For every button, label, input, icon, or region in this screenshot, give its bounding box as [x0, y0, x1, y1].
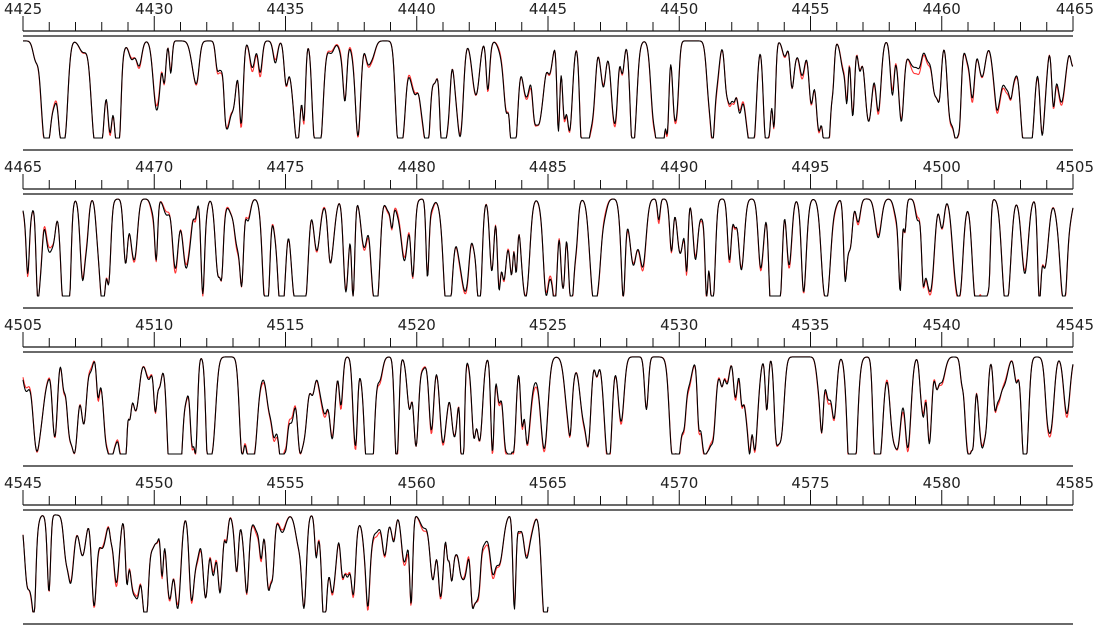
tick-label: 4505 [1056, 158, 1094, 176]
panel-1: 4425 4430 4435 4440 4445 4450 4455 4460 4465 [4, 0, 1094, 151]
tick-label: 4540 [923, 316, 961, 334]
tick-label: 4435 [266, 0, 304, 18]
tick-label: 4455 [791, 0, 829, 18]
tick-label: 4545 [4, 474, 42, 492]
tick-label: 4500 [923, 158, 961, 176]
tick-label: 4580 [923, 474, 961, 492]
tick-label: 4510 [135, 316, 173, 334]
tick-label: 4425 [4, 0, 42, 18]
tick-label: 4490 [660, 158, 698, 176]
tick-label: 4545 [1056, 316, 1094, 334]
tick-label: 4460 [923, 0, 961, 18]
tick-label: 4570 [660, 474, 698, 492]
tick-label: 4585 [1056, 474, 1094, 492]
tick-label: 4485 [529, 158, 567, 176]
tick-label: 4555 [266, 474, 304, 492]
tick-label: 4515 [266, 316, 304, 334]
tick-label: 4505 [4, 316, 42, 334]
tick-label: 4445 [529, 0, 567, 18]
tick-label: 4440 [398, 0, 436, 18]
tick-label: 4535 [791, 316, 829, 334]
tick-label: 4465 [1056, 0, 1094, 18]
panel-3: 4505 4510 4515 4520 4525 4530 4535 4540 4545 [4, 316, 1094, 467]
series-observed-line [22, 356, 1074, 455]
series-observed-line [22, 198, 1074, 297]
tick-label: 4565 [529, 474, 567, 492]
panel-4: 4545 4550 4555 4560 4565 4570 4575 4580 4585 [4, 474, 1094, 625]
tick-label: 4560 [398, 474, 436, 492]
tick-label: 4465 [4, 158, 42, 176]
tick-label: 4430 [135, 0, 173, 18]
tick-label: 4520 [398, 316, 436, 334]
tick-label: 4470 [135, 158, 173, 176]
series-observed-line [22, 514, 549, 613]
tick-label: 4575 [791, 474, 829, 492]
tick-label: 4530 [660, 316, 698, 334]
tick-label: 4495 [791, 158, 829, 176]
tick-label: 4475 [266, 158, 304, 176]
series-observed-line [23, 40, 1074, 139]
tick-label: 4480 [398, 158, 436, 176]
tick-label: 4450 [660, 0, 698, 18]
tick-label: 4525 [529, 316, 567, 334]
tick-label: 4550 [135, 474, 173, 492]
series-model-line [23, 40, 1074, 139]
panel-2: 4465 4470 4475 4480 4485 4490 4495 4500 4505 [4, 158, 1094, 309]
